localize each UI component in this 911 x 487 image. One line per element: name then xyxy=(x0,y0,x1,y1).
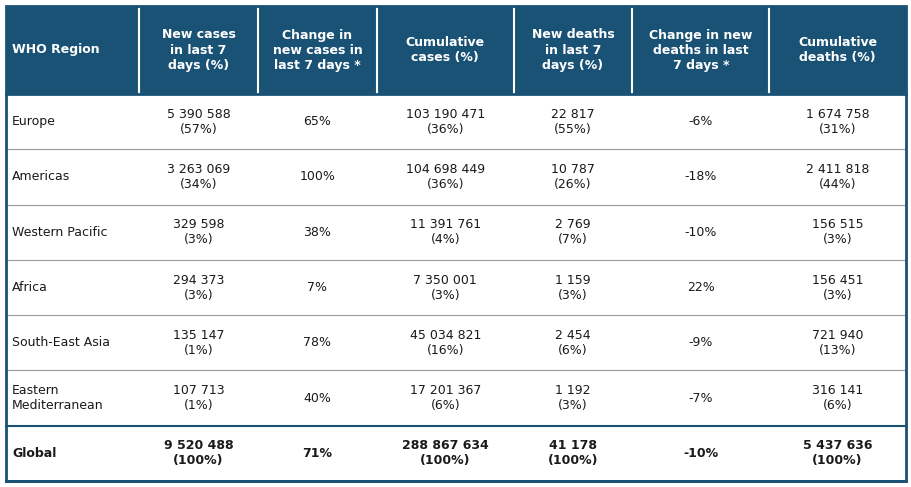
Bar xyxy=(6,6,905,94)
Text: South-East Asia: South-East Asia xyxy=(12,337,110,349)
Text: -10%: -10% xyxy=(682,447,718,460)
Text: 22%: 22% xyxy=(686,281,714,294)
Text: 7 350 001
(3%): 7 350 001 (3%) xyxy=(413,274,476,301)
Text: 65%: 65% xyxy=(303,115,331,128)
Text: Western Pacific: Western Pacific xyxy=(12,225,107,239)
Text: 156 515
(3%): 156 515 (3%) xyxy=(811,218,863,246)
Text: 17 201 367
(6%): 17 201 367 (6%) xyxy=(409,384,480,412)
Text: 45 034 821
(16%): 45 034 821 (16%) xyxy=(409,329,480,357)
Text: Change in
new cases in
last 7 days *: Change in new cases in last 7 days * xyxy=(272,29,362,72)
Text: -18%: -18% xyxy=(684,170,716,184)
Text: 100%: 100% xyxy=(299,170,335,184)
Text: 288 867 634
(100%): 288 867 634 (100%) xyxy=(402,439,488,468)
Text: 40%: 40% xyxy=(303,392,331,405)
Text: 294 373
(3%): 294 373 (3%) xyxy=(173,274,224,301)
Text: 316 141
(6%): 316 141 (6%) xyxy=(811,384,863,412)
Text: 721 940
(13%): 721 940 (13%) xyxy=(811,329,863,357)
Text: Cumulative
cases (%): Cumulative cases (%) xyxy=(405,36,485,64)
Text: 3 263 069
(34%): 3 263 069 (34%) xyxy=(167,163,230,191)
Text: Change in new
deaths in last
7 days *: Change in new deaths in last 7 days * xyxy=(649,29,752,72)
Text: -7%: -7% xyxy=(688,392,712,405)
Text: 1 674 758
(31%): 1 674 758 (31%) xyxy=(805,108,868,136)
Text: 11 391 761
(4%): 11 391 761 (4%) xyxy=(409,218,480,246)
Text: -10%: -10% xyxy=(684,225,716,239)
Text: Global: Global xyxy=(12,447,56,460)
Text: 10 787
(26%): 10 787 (26%) xyxy=(550,163,594,191)
Text: 22 817
(55%): 22 817 (55%) xyxy=(550,108,594,136)
Text: 1 192
(3%): 1 192 (3%) xyxy=(555,384,590,412)
Text: 2 411 818
(44%): 2 411 818 (44%) xyxy=(805,163,868,191)
Text: 329 598
(3%): 329 598 (3%) xyxy=(173,218,224,246)
Text: 135 147
(1%): 135 147 (1%) xyxy=(173,329,224,357)
Text: Africa: Africa xyxy=(12,281,47,294)
Text: 107 713
(1%): 107 713 (1%) xyxy=(172,384,224,412)
Text: Europe: Europe xyxy=(12,115,56,128)
Text: New cases
in last 7
days (%): New cases in last 7 days (%) xyxy=(161,29,235,72)
Text: 2 769
(7%): 2 769 (7%) xyxy=(555,218,590,246)
Text: Americas: Americas xyxy=(12,170,70,184)
Text: Eastern
Mediterranean: Eastern Mediterranean xyxy=(12,384,104,412)
Text: WHO Region: WHO Region xyxy=(12,43,99,56)
Text: -6%: -6% xyxy=(688,115,712,128)
Text: -9%: -9% xyxy=(688,337,712,349)
Text: 2 454
(6%): 2 454 (6%) xyxy=(555,329,590,357)
Text: 38%: 38% xyxy=(303,225,331,239)
Text: 5 437 636
(100%): 5 437 636 (100%) xyxy=(802,439,872,468)
Text: 156 451
(3%): 156 451 (3%) xyxy=(811,274,863,301)
Text: 104 698 449
(36%): 104 698 449 (36%) xyxy=(405,163,485,191)
Text: New deaths
in last 7
days (%): New deaths in last 7 days (%) xyxy=(531,29,614,72)
Text: 78%: 78% xyxy=(303,337,331,349)
Text: 71%: 71% xyxy=(302,447,332,460)
Text: 103 190 471
(36%): 103 190 471 (36%) xyxy=(405,108,485,136)
Text: Cumulative
deaths (%): Cumulative deaths (%) xyxy=(797,36,876,64)
Text: 5 390 588
(57%): 5 390 588 (57%) xyxy=(167,108,230,136)
Text: 9 520 488
(100%): 9 520 488 (100%) xyxy=(164,439,233,468)
Text: 1 159
(3%): 1 159 (3%) xyxy=(555,274,590,301)
Text: 7%: 7% xyxy=(307,281,327,294)
Text: 41 178
(100%): 41 178 (100%) xyxy=(548,439,598,468)
